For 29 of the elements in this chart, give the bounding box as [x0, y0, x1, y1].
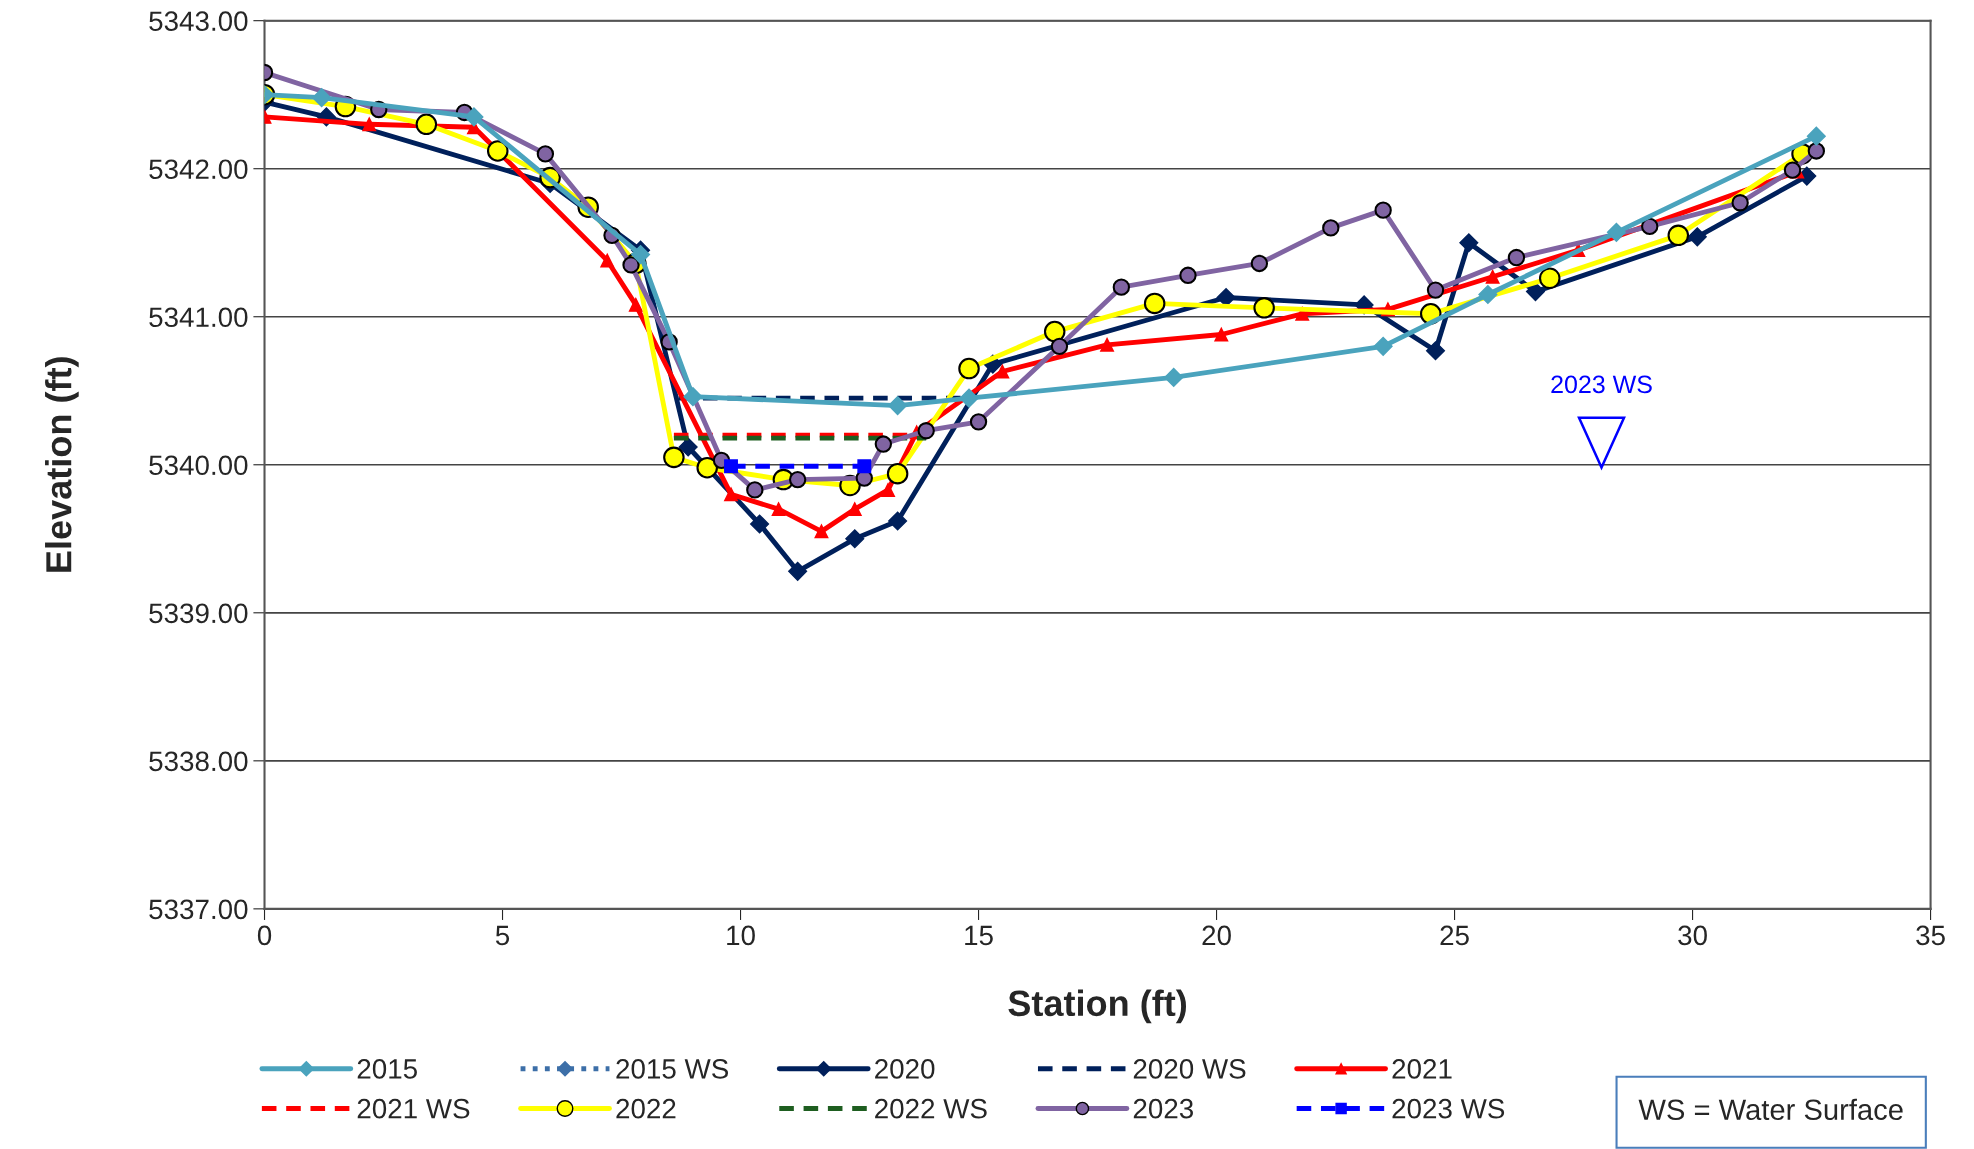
y-tick-label: 5337.00 — [149, 899, 248, 920]
text: WS = Water Surface — [1638, 1098, 1903, 1121]
x-axis-title: Station (ft) — [1008, 989, 1187, 1024]
y-axis-title: Elevation (ft) — [45, 357, 79, 572]
x-tick-label: 20 — [1202, 925, 1231, 946]
legend-label: 2020 — [875, 1059, 935, 1079]
legend-label: 2022 — [616, 1098, 676, 1119]
x-tick-label: 0 — [257, 925, 272, 946]
legend-label: 2023 WS — [1392, 1098, 1505, 1119]
x-tick-label: 25 — [1440, 925, 1469, 946]
x-tick-label: 30 — [1678, 925, 1707, 946]
y-tick-label: 5342.00 — [149, 159, 248, 180]
y-tick-label: 5339.00 — [149, 603, 248, 624]
legend-label: 2020 WS — [1133, 1059, 1246, 1079]
x-tick-label: 15 — [965, 925, 993, 946]
legend-label: 2023 — [1133, 1098, 1193, 1119]
annotation: 2023 WS — [1551, 375, 1652, 394]
legend-label: 2015 — [357, 1059, 417, 1079]
legend-label: 2015 WS — [616, 1059, 729, 1079]
legend-label: 2021 WS — [357, 1098, 470, 1119]
x-tick-label: 10 — [727, 925, 755, 946]
y-tick-label: 5343.00 — [149, 11, 248, 32]
legend-label: 2022 WS — [875, 1098, 987, 1119]
y-tick-label: 5341.00 — [149, 307, 248, 328]
y-tick-label: 5340.00 — [149, 455, 248, 476]
legend-label: 2021 — [1392, 1059, 1452, 1079]
x-tick-label: 5 — [495, 925, 510, 946]
y-tick-label: 5338.00 — [149, 751, 248, 772]
x-tick-label: 35 — [1916, 925, 1945, 946]
